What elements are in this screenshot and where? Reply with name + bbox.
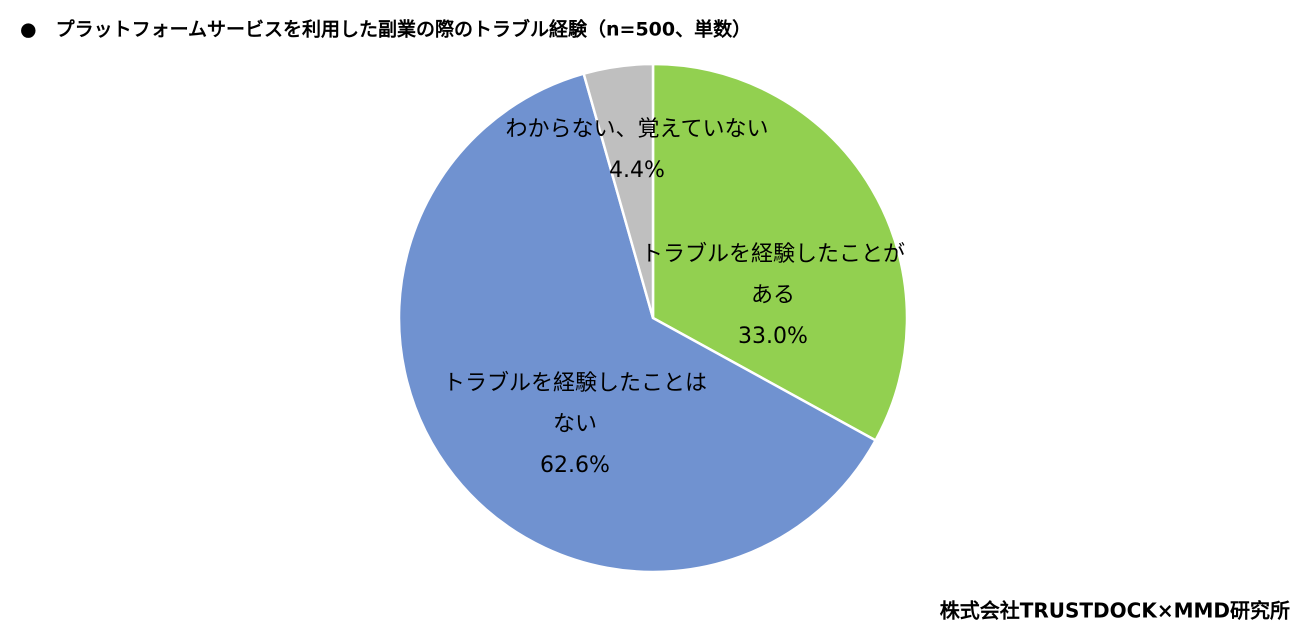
chart-title: ● プラットフォームサービスを利用した副業の際のトラブル経験（n=500、単数） <box>20 18 751 41</box>
source: 株式会社TRUSTDOCK×MMD研究所 <box>940 599 1290 623</box>
value-label: 4.4% <box>609 158 665 183</box>
slice-label: トラブルを経験したことがある <box>641 242 905 308</box>
slice-label: トラブルを経験したことはない <box>443 371 707 437</box>
pie-slice <box>582 62 655 319</box>
value-label: 62.6% <box>540 453 610 478</box>
pie-slice <box>651 62 909 443</box>
value-label: 33.0% <box>738 324 808 349</box>
pie-slice <box>397 72 878 574</box>
slice-label: わからない、覚えていない <box>506 117 769 142</box>
